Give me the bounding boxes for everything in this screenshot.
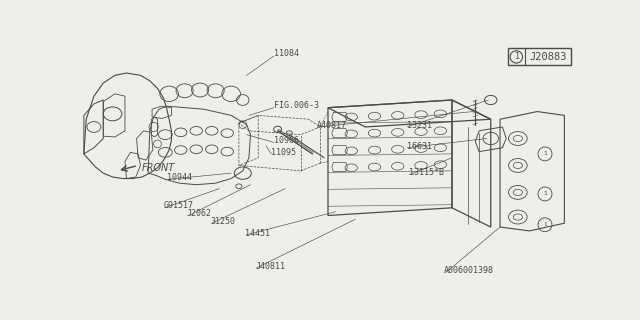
Text: 10944: 10944 [167,172,192,181]
Text: 11084: 11084 [274,49,299,58]
Text: 31250: 31250 [210,217,236,226]
Text: 10966: 10966 [274,136,299,145]
Text: 16631: 16631 [407,142,432,151]
Text: 14451: 14451 [245,229,270,238]
Text: 1: 1 [543,191,547,196]
Bar [508,48,572,65]
Text: 13231: 13231 [407,121,432,130]
Text: A40817: A40817 [317,121,347,130]
Text: FIG.006-3: FIG.006-3 [274,101,319,110]
Text: G91517: G91517 [164,201,194,210]
Text: 1: 1 [543,222,547,227]
Text: 1: 1 [514,52,519,61]
Text: 13115*B: 13115*B [408,168,444,177]
Text: A006001398: A006001398 [444,267,494,276]
Text: J40811: J40811 [256,262,286,271]
Text: FRONT: FRONT [142,163,175,173]
Text: 1: 1 [543,151,547,156]
Text: J2062: J2062 [187,210,212,219]
Text: 11095: 11095 [271,148,296,157]
Text: J20883: J20883 [529,52,567,62]
